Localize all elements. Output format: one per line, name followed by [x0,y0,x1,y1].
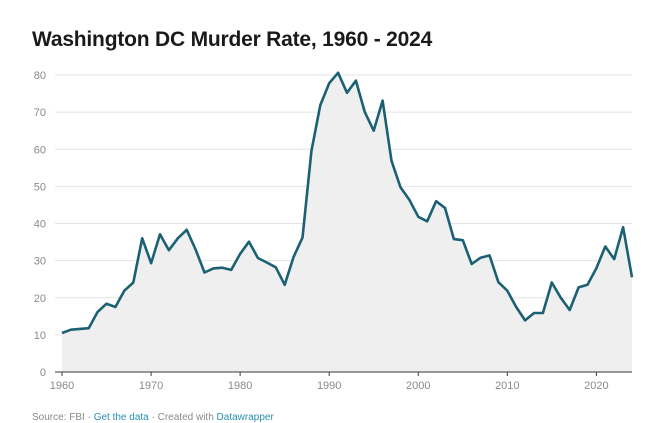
x-tick-label: 1960 [50,380,74,392]
datawrapper-link[interactable]: Datawrapper [216,412,274,423]
x-tick-label: 1990 [317,380,341,392]
x-tick-label: 2000 [406,380,430,392]
y-tick-label: 10 [34,330,46,342]
source-label: Source: FBI · [32,412,94,423]
x-ticks: 1960 1970 1980 1990 2000 2010 2020 [50,372,609,392]
y-tick-labels: 0 10 20 30 40 50 60 70 80 [34,70,46,379]
y-tick-label: 20 [34,293,46,305]
y-tick-label: 40 [34,219,46,231]
area-fill [62,72,632,373]
x-tick-label: 1970 [139,380,163,392]
x-tick-label: 2020 [584,380,608,392]
get-data-link[interactable]: Get the data [93,412,149,423]
y-tick-label: 30 [34,256,46,268]
y-tick-label: 50 [34,181,46,193]
source-footer: Source: FBI · Get the data · Created wit… [32,412,274,423]
x-tick-label: 2010 [495,380,519,392]
series-line [61,71,634,335]
x-tick-label: 1980 [228,380,252,392]
chart-title: Washington DC Murder Rate, 1960 - 2024 [32,28,433,51]
y-tick-label: 60 [34,144,46,156]
y-tick-label: 70 [34,107,46,119]
created-with-label: · Created with [148,412,217,423]
y-tick-label: 80 [34,70,46,82]
y-tick-label: 0 [40,367,46,379]
